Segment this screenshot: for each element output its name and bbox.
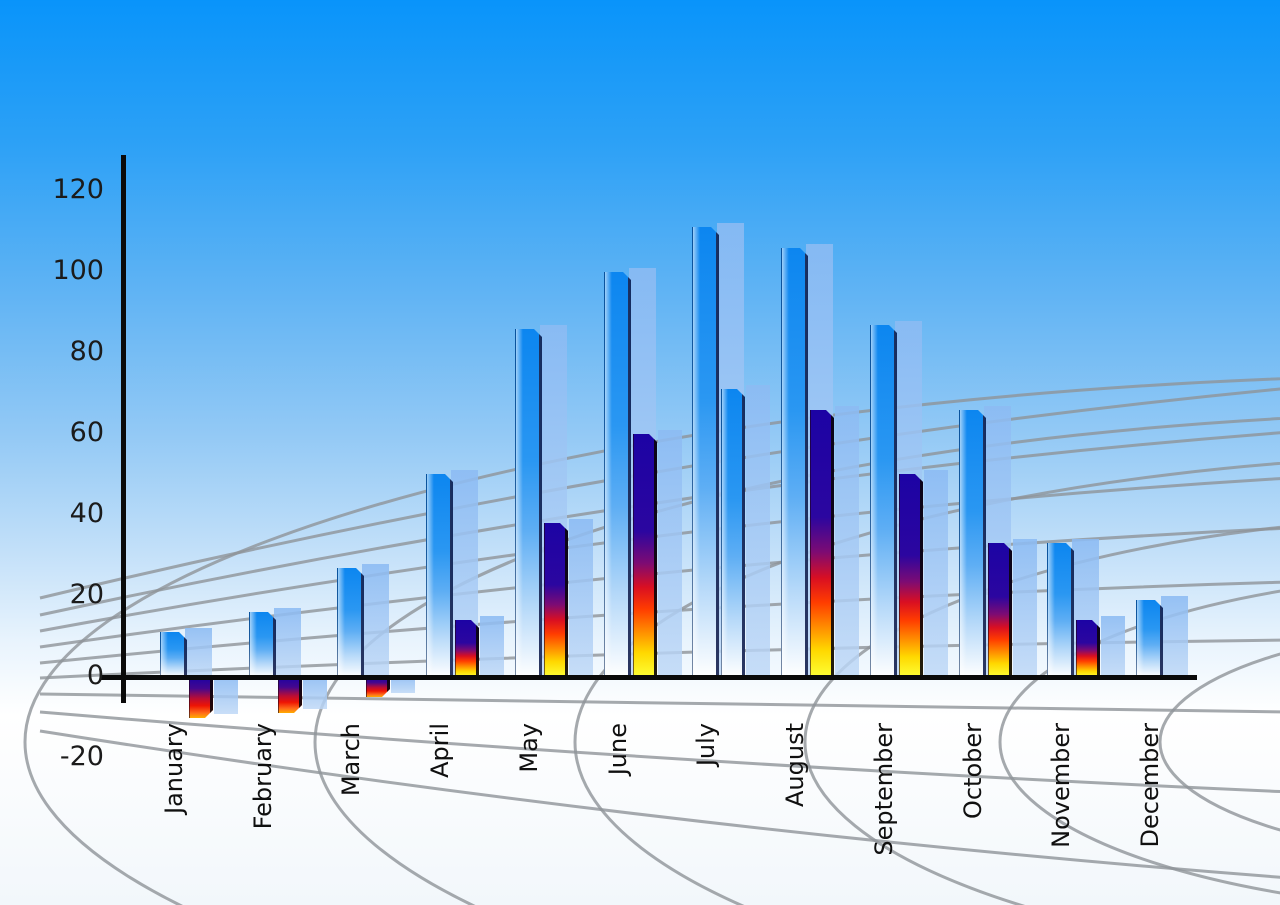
bar-shadow-october-secondary — [1013, 539, 1037, 677]
bar-shadow-november-secondary — [1101, 616, 1125, 677]
bar-april-primary — [426, 474, 453, 677]
bar-march-primary — [337, 568, 364, 677]
x-axis-label-july: July — [692, 723, 720, 767]
bar-may-primary — [515, 329, 542, 677]
x-axis-label-june: June — [604, 723, 632, 776]
bar-september-secondary — [899, 474, 923, 677]
bar-november-secondary — [1076, 620, 1100, 677]
bar-september-primary — [870, 325, 897, 677]
bar-shadow-february-secondary — [303, 677, 327, 709]
bar-october-secondary — [988, 543, 1012, 677]
bar-august-primary — [781, 248, 808, 677]
bar-shadow-september-secondary — [924, 470, 948, 677]
x-axis-label-may: May — [515, 723, 543, 773]
bar-april-secondary — [455, 620, 479, 677]
x-axis-label-august: August — [781, 723, 809, 807]
x-axis-label-february: February — [249, 723, 277, 830]
bar-shadow-april-secondary — [480, 616, 504, 677]
bar-january-primary — [160, 632, 187, 677]
bar-february-secondary — [278, 677, 302, 713]
y-axis-tick-80: 80 — [69, 336, 104, 367]
x-axis-label-december: December — [1136, 723, 1164, 848]
bar-shadow-march-secondary — [391, 677, 415, 693]
x-axis-line — [100, 675, 1197, 680]
bar-june-secondary — [633, 434, 657, 677]
y-axis-tick-40: 40 — [69, 498, 104, 529]
bar-july-primary — [692, 227, 719, 677]
x-axis-label-march: March — [337, 723, 365, 797]
bar-march-secondary — [366, 677, 390, 697]
bar-shadow-february-primary — [274, 608, 301, 677]
bar-december-primary — [1136, 600, 1163, 677]
bar-august-secondary — [810, 410, 834, 677]
bar-january-secondary — [189, 677, 213, 718]
x-axis-label-january: January — [160, 723, 188, 814]
x-axis-label-november: November — [1047, 723, 1075, 848]
y-axis-tick--20: -20 — [59, 741, 104, 772]
bar-shadow-july-secondary — [746, 385, 770, 677]
bar-october-primary — [959, 410, 986, 677]
y-axis-tick-60: 60 — [69, 417, 104, 448]
bar-shadow-january-secondary — [214, 677, 238, 714]
bar-shadow-june-secondary — [658, 430, 682, 677]
bar-may-secondary — [544, 523, 568, 677]
y-axis-tick-100: 100 — [52, 255, 104, 286]
bar-shadow-august-secondary — [835, 406, 859, 677]
bar-february-primary — [249, 612, 276, 677]
y-axis-tick-20: 20 — [69, 579, 104, 610]
bar-shadow-march-primary — [362, 564, 389, 677]
x-axis-label-october: October — [959, 723, 987, 820]
x-axis-label-april: April — [426, 723, 454, 778]
y-axis-tick-120: 120 — [52, 174, 104, 205]
y-axis-tick-0: 0 — [86, 660, 104, 691]
bar-november-primary — [1047, 543, 1074, 677]
bar-shadow-january-primary — [185, 628, 212, 677]
x-axis-label-september: September — [870, 723, 898, 856]
bar-june-primary — [604, 272, 631, 677]
bar-shadow-may-secondary — [569, 519, 593, 677]
bar-shadow-december-primary — [1161, 596, 1188, 677]
bar-july-secondary — [721, 389, 745, 677]
y-axis-line — [121, 155, 126, 703]
